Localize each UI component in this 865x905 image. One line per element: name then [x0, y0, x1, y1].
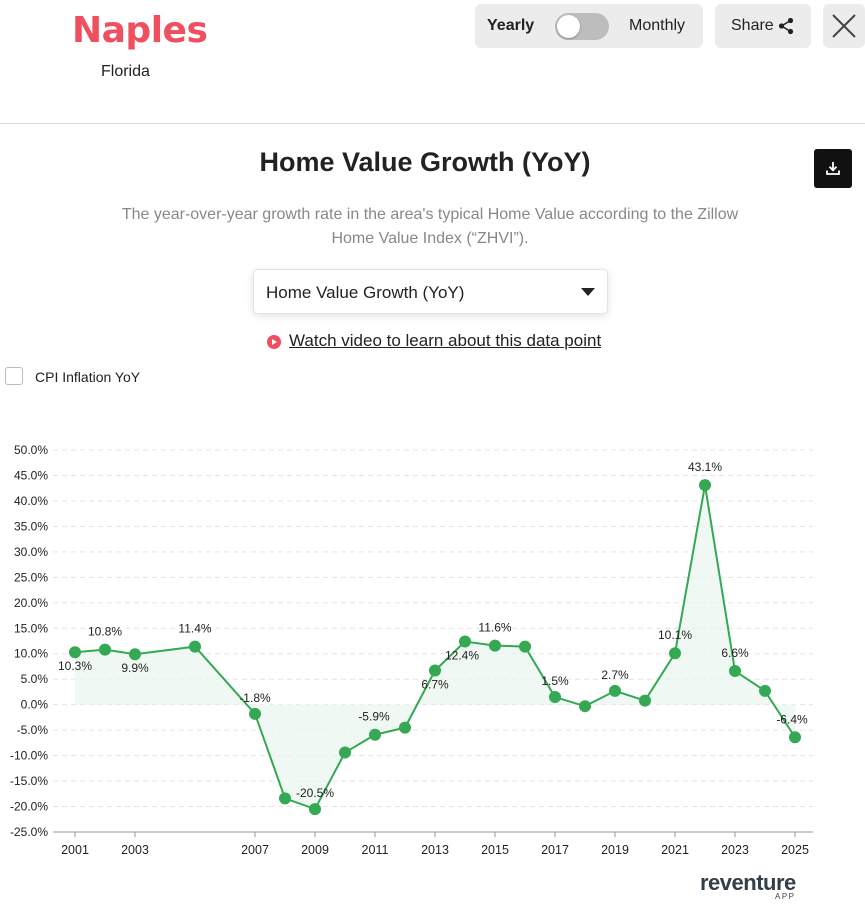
x-tick-label: 2007	[241, 843, 269, 857]
reventure-logo: reventure	[700, 870, 796, 895]
data-point	[609, 684, 621, 697]
data-label: -6.4%	[776, 712, 808, 726]
y-tick-label: -5.0%	[17, 723, 49, 737]
data-label: 11.4%	[178, 622, 211, 636]
home-value-growth-chart: 50.0% 45.0% 40.0% 35.0% 30.0% 25.0% 20.0% 15.0%…	[10, 443, 813, 857]
data-label: 10.1%	[658, 628, 692, 642]
series-area	[75, 485, 795, 810]
data-point	[789, 731, 801, 744]
y-tick-label: 10.0%	[14, 647, 48, 661]
data-point	[549, 691, 561, 704]
x-tick-label: 2009	[301, 843, 329, 857]
data-point	[639, 694, 651, 707]
x-tick-label: 2001	[61, 843, 89, 857]
data-point	[129, 648, 141, 661]
page-header: Naples Florida Yearly Monthly Share	[0, 0, 865, 124]
caret-down-icon	[581, 288, 595, 296]
data-point	[339, 746, 351, 759]
data-point	[579, 700, 591, 713]
cpi-inflation-label[interactable]: CPI Inflation YoY	[35, 369, 141, 385]
data-point	[279, 792, 291, 805]
data-point	[189, 640, 201, 653]
y-tick-label: -10.0%	[10, 749, 48, 763]
x-tick-label: 2013	[421, 843, 449, 857]
data-point	[459, 635, 471, 648]
y-tick-label: -20.0%	[10, 800, 48, 814]
x-tick-label: 2021	[661, 843, 689, 857]
metric-dropdown-value: Home Value Growth (YoY)	[266, 283, 465, 302]
x-tick-label: 2023	[721, 843, 749, 857]
share-button[interactable]: Share	[715, 4, 811, 48]
data-point	[99, 643, 111, 656]
toggle-yearly-label[interactable]: Yearly	[487, 17, 535, 34]
data-point	[669, 647, 681, 660]
download-button[interactable]	[814, 149, 852, 188]
y-tick-label: 50.0%	[14, 443, 48, 457]
y-tick-label: 30.0%	[14, 545, 48, 559]
data-label: 10.3%	[58, 659, 92, 673]
data-label: 6.7%	[421, 678, 449, 692]
x-tick-label: 2003	[121, 843, 149, 857]
data-label: -20.5%	[296, 786, 334, 800]
data-point	[399, 721, 411, 734]
data-label: 11.6%	[478, 621, 511, 635]
y-tick-label: 5.0%	[21, 672, 49, 686]
data-point	[69, 646, 81, 659]
x-tick-label: 2019	[601, 843, 629, 857]
close-button[interactable]	[823, 4, 865, 48]
data-label: -1.8%	[239, 691, 271, 705]
toggle-monthly-label[interactable]: Monthly	[629, 17, 686, 34]
download-icon	[826, 162, 840, 175]
data-point	[519, 640, 531, 653]
chart-title: Home Value Growth (YoY)	[259, 147, 591, 177]
data-label: 43.1%	[688, 460, 722, 474]
close-icon	[832, 14, 856, 38]
data-label: 1.5%	[541, 674, 569, 688]
x-tick-label: 2011	[362, 843, 389, 857]
frequency-toggle-group: Yearly Monthly	[475, 4, 703, 48]
data-label: 10.8%	[88, 625, 122, 639]
data-point	[699, 479, 711, 492]
data-label: 6.6%	[721, 646, 749, 660]
data-point	[309, 803, 321, 816]
x-tick-label: 2015	[481, 843, 509, 857]
y-tick-label: 40.0%	[14, 494, 48, 508]
data-point	[429, 664, 441, 677]
x-tick-label: 2017	[541, 843, 569, 857]
city-title: Naples	[72, 10, 208, 51]
watch-video-text: Watch video to learn about this data poi…	[289, 331, 602, 350]
y-tick-label: 15.0%	[14, 621, 48, 635]
data-point	[249, 707, 261, 720]
play-icon	[267, 335, 281, 349]
metric-dropdown[interactable]: Home Value Growth (YoY)	[253, 269, 608, 314]
data-label: -5.9%	[358, 710, 390, 724]
share-icon	[778, 17, 794, 35]
chart-description: The year-over-year growth rate in the ar…	[121, 206, 739, 247]
data-point	[729, 665, 741, 678]
state-subtitle: Florida	[101, 63, 150, 80]
y-tick-label: 20.0%	[14, 596, 48, 610]
y-tick-label: -15.0%	[10, 774, 48, 788]
y-tick-label: 35.0%	[14, 519, 48, 533]
data-label: 2.7%	[601, 668, 629, 682]
y-tick-label: -25.0%	[10, 825, 48, 839]
y-tick-label: 25.0%	[14, 570, 48, 584]
cpi-inflation-checkbox[interactable]	[5, 367, 23, 385]
data-label: 12.4%	[445, 649, 479, 663]
x-tick-label: 2025	[781, 843, 809, 857]
share-button-label: Share	[731, 17, 774, 34]
data-point	[489, 639, 501, 652]
data-label: 9.9%	[121, 661, 149, 675]
reventure-logo-sub: APP	[775, 892, 796, 901]
frequency-toggle-switch[interactable]	[555, 13, 609, 40]
data-point	[759, 684, 771, 697]
y-tick-label: 0.0%	[21, 698, 49, 712]
y-tick-label: 45.0%	[14, 468, 48, 482]
data-point	[369, 728, 381, 741]
toggle-knob	[557, 15, 580, 38]
